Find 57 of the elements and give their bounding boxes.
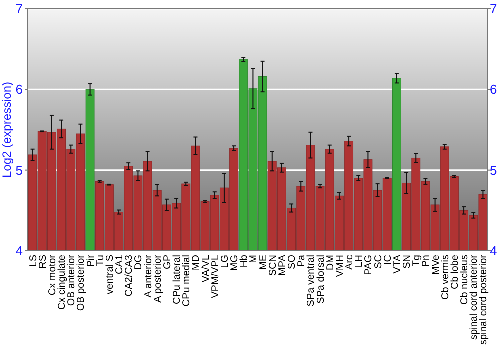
x-tick-label: SC xyxy=(373,255,384,269)
y2-tick-label: 4 xyxy=(490,244,498,259)
x-tick-label: Cb nucleus xyxy=(460,255,471,306)
x-tick-label: Tu xyxy=(95,255,106,266)
y2-tick-label: 6 xyxy=(490,82,498,98)
y2-tick-label: 5 xyxy=(490,162,498,178)
x-tick-label: spinal cord anterior xyxy=(469,254,480,340)
x-tick-label: Cb lobe xyxy=(450,254,461,290)
x-tick-label: LH xyxy=(354,255,366,268)
x-tick-label: CPu medial xyxy=(182,255,193,307)
x-tick-label: Cx motor xyxy=(47,254,58,296)
x-tick-label: PAG xyxy=(364,254,375,276)
y-tick-label: 5 xyxy=(16,162,23,178)
x-tick-label: CA2/CA3 xyxy=(124,254,136,297)
x-tick-label: CA1 xyxy=(114,254,126,274)
y-tick-label: 7 xyxy=(16,2,23,17)
x-tick-label: A anterior xyxy=(143,254,154,298)
x-tick-label: DG xyxy=(134,254,145,270)
x-tick-label: Cb vermis xyxy=(440,255,452,300)
x-tick-label: SPa ventral xyxy=(306,255,318,307)
x-tick-label: MD xyxy=(191,255,202,271)
x-tick-label: MVe xyxy=(430,254,442,276)
x-tick-label: VMH xyxy=(334,255,346,278)
x-tick-label: SN xyxy=(402,255,414,269)
x-tick-label: Pa xyxy=(296,254,308,268)
x-tick-label: spinal cord posterior xyxy=(478,254,490,346)
x-tick-label: Hb xyxy=(239,254,250,268)
x-tick-label: LG xyxy=(220,254,231,268)
x-tick-label: RS xyxy=(38,254,49,269)
x-tick-label: GP xyxy=(162,254,174,270)
x-tick-label: Cx cingulate xyxy=(57,254,68,310)
y-tick-label: 6 xyxy=(16,82,23,98)
x-tick-label: ME xyxy=(258,254,270,270)
x-tick-label: Pir xyxy=(86,254,97,268)
y-axis-title: Log2 (expression) xyxy=(0,82,14,178)
x-tick-label: OB posterior xyxy=(76,254,88,312)
x-tick-label: OB anterior xyxy=(66,254,78,306)
x-tick-label: VPM/VPL xyxy=(210,254,222,298)
x-tick-label: Pn xyxy=(421,255,432,268)
x-tick-label: CPu lateral xyxy=(172,255,184,304)
x-tick-label: DM xyxy=(325,255,336,271)
x-tick-label: SCN xyxy=(268,255,279,276)
x-tick-label: LS xyxy=(28,254,40,268)
x-tick-label: VA/VL xyxy=(200,254,212,283)
x-tick-label: SPa dorsal xyxy=(316,255,327,304)
x-tick-label: A posterior xyxy=(152,254,164,303)
x-tick-label: ventral S xyxy=(104,254,116,294)
x-tick-label: MG xyxy=(230,254,241,272)
x-tick-label: Arc xyxy=(344,255,356,270)
x-tick-label: Tg xyxy=(412,255,423,267)
x-tick-label: M xyxy=(248,255,260,264)
y-tick-label: 4 xyxy=(16,244,23,259)
y2-tick-label: 7 xyxy=(490,2,498,17)
x-tick-label: MPA xyxy=(277,254,288,276)
x-tick-label: IC xyxy=(382,255,394,265)
x-tick-label: VTA xyxy=(392,254,404,274)
x-tick-label: SO xyxy=(287,254,298,270)
